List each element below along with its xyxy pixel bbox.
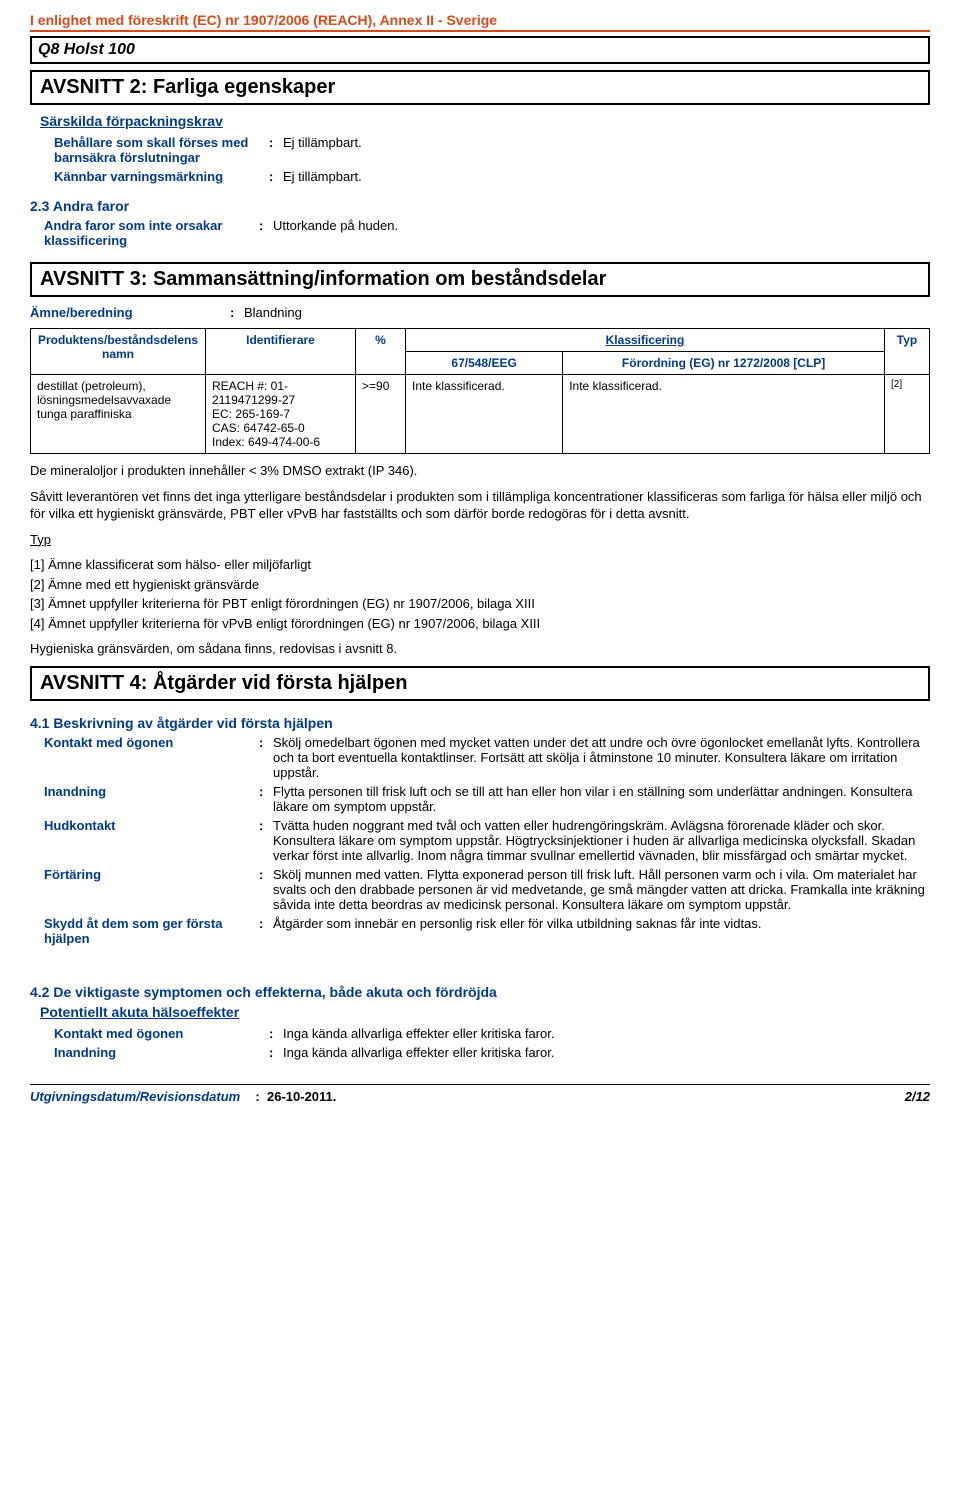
pot-inhale-value: Inga kända allvarliga effekter eller kri…	[283, 1045, 930, 1060]
hyg-note: Hygieniska gränsvärden, om sådana finns,…	[30, 640, 930, 658]
packaging-req-title: Särskilda förpackningskrav	[40, 113, 930, 129]
cell-name: destillat (petroleum), lösningsmedelsavv…	[31, 375, 206, 454]
typ-2: [2] Ämne med ett hygieniskt gränsvärde	[30, 576, 930, 594]
section-4-header: AVSNITT 4: Åtgärder vid första hjälpen	[30, 666, 930, 701]
col-eeg: 67/548/EEG	[406, 352, 563, 375]
typ-3: [3] Ämnet uppfyller kriterierna för PBT …	[30, 595, 930, 613]
first-aider-protection-label: Skydd åt dem som ger första hjälpen	[44, 916, 259, 946]
childsafe-value: Ej tillämpbart.	[283, 135, 930, 165]
footer-label: Utgivningsdatum/Revisionsdatum	[30, 1089, 240, 1104]
section-3-header: AVSNITT 3: Sammansättning/information om…	[30, 262, 930, 297]
mixture-value: Blandning	[244, 305, 930, 320]
pot-eye-value: Inga kända allvarliga effekter eller kri…	[283, 1026, 930, 1041]
col-typ: Typ	[885, 329, 930, 375]
skin-contact-value: Tvätta huden noggrant med tvål och vatte…	[273, 818, 930, 863]
subsection-4-2: 4.2 De viktigaste symptomen och effekter…	[30, 984, 930, 1000]
section-2-header: AVSNITT 2: Farliga egenskaper	[30, 70, 930, 105]
col-clp: Förordning (EG) nr 1272/2008 [CLP]	[563, 352, 885, 375]
supplier-note: Såvitt leverantören vet finns det inga y…	[30, 488, 930, 523]
regulation-header: I enlighet med föreskrift (EC) nr 1907/2…	[30, 12, 930, 32]
mixture-label: Ämne/beredning	[30, 305, 230, 320]
other-hazard-label: Andra faror som inte orsakar klassificer…	[44, 218, 259, 248]
footer-date: : 26-10-2011.	[240, 1089, 904, 1104]
typ-4: [4] Ämnet uppfyller kriterierna för vPvB…	[30, 615, 930, 633]
inhalation-value: Flytta personen till frisk luft och se t…	[273, 784, 930, 814]
pot-inhale-label: Inandning	[54, 1045, 269, 1060]
col-classification: Klassificering	[406, 329, 885, 352]
tactile-value: Ej tillämpbart.	[283, 169, 930, 184]
subsection-4-1: 4.1 Beskrivning av åtgärder vid första h…	[30, 715, 930, 731]
page-footer: Utgivningsdatum/Revisionsdatum : 26-10-2…	[30, 1084, 930, 1104]
col-pct: %	[356, 329, 406, 375]
tactile-label: Kännbar varningsmärkning	[54, 169, 269, 184]
typ-1: [1] Ämne klassificerat som hälso- eller …	[30, 556, 930, 574]
product-name-box: Q8 Holst 100	[30, 36, 930, 64]
skin-contact-label: Hudkontakt	[44, 818, 259, 863]
cell-eeg: Inte klassificerad.	[406, 375, 563, 454]
cell-clp: Inte klassificerad.	[563, 375, 885, 454]
cell-id: REACH #: 01-2119471299-27 EC: 265-169-7 …	[206, 375, 356, 454]
col-name: Produktens/beståndsdelens namn	[31, 329, 206, 375]
table-row: destillat (petroleum), lösningsmedelsavv…	[31, 375, 930, 454]
cell-pct: >=90	[356, 375, 406, 454]
other-hazard-value: Uttorkande på huden.	[273, 218, 930, 248]
first-aider-protection-value: Åtgärder som innebär en personlig risk e…	[273, 916, 930, 946]
ingestion-label: Förtäring	[44, 867, 259, 912]
eye-contact-value: Skölj omedelbart ögonen med mycket vatte…	[273, 735, 930, 780]
ingestion-value: Skölj munnen med vatten. Flytta exponera…	[273, 867, 930, 912]
col-id: Identifierare	[206, 329, 356, 375]
childsafe-label: Behållare som skall förses med barnsäkra…	[54, 135, 269, 165]
eye-contact-label: Kontakt med ögonen	[44, 735, 259, 780]
footer-page: 2/12	[905, 1089, 930, 1104]
composition-table: Produktens/beståndsdelens namn Identifie…	[30, 328, 930, 454]
cell-typ: [2]	[885, 375, 930, 454]
potential-acute-title: Potentiellt akuta hälsoeffekter	[40, 1004, 930, 1020]
subsection-2-3: 2.3 Andra faror	[30, 198, 930, 214]
pot-eye-label: Kontakt med ögonen	[54, 1026, 269, 1041]
typ-label: Typ	[30, 531, 930, 549]
dmso-note: De mineraloljor i produkten innehåller <…	[30, 462, 930, 480]
inhalation-label: Inandning	[44, 784, 259, 814]
